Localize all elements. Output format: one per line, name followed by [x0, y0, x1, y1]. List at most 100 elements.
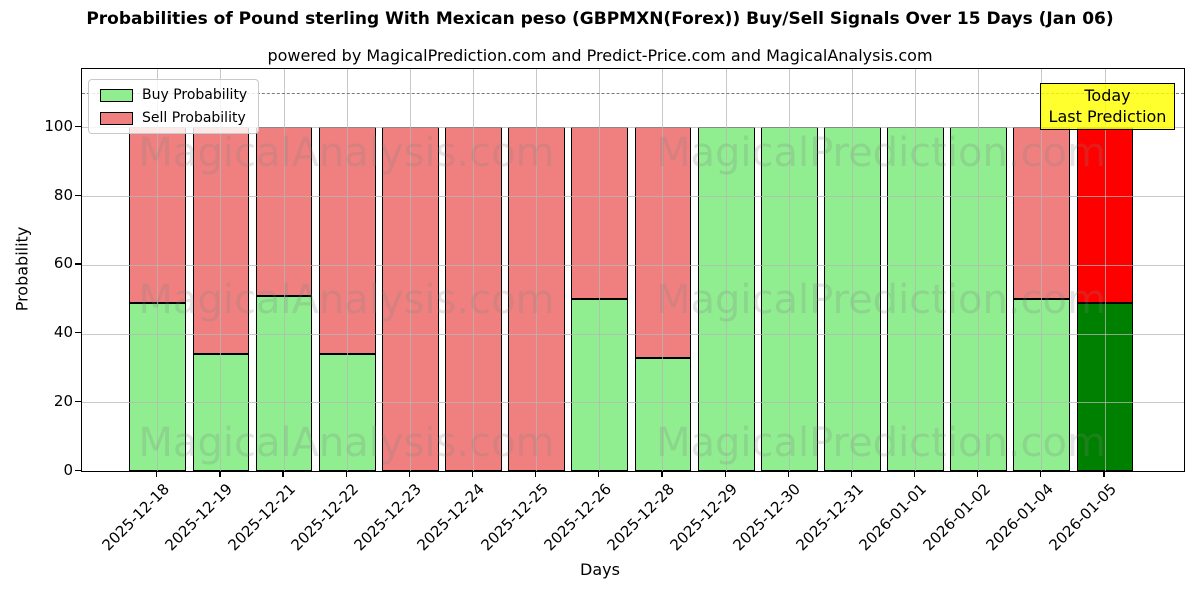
today-annotation: Today Last Prediction — [1040, 83, 1175, 130]
legend-label-buy: Buy Probability — [142, 87, 248, 103]
vertical-gridline — [725, 69, 727, 471]
bar-segment-sell — [571, 127, 629, 300]
vertical-gridline — [346, 69, 348, 471]
legend: Buy Probability Sell Probability — [88, 79, 260, 134]
x-tick-mark — [1103, 471, 1105, 477]
bar-segment-buy — [571, 299, 629, 471]
watermark-text: MagicalPrediction.com — [655, 419, 1106, 466]
x-tick-label-text: 2025-12-25 — [477, 480, 552, 555]
y-tick-mark — [75, 125, 81, 128]
bar-segment-sell — [381, 127, 439, 471]
y-tick-mark — [75, 332, 81, 334]
bar-segment-buy — [318, 354, 376, 471]
x-tick-label-text: 2025-12-26 — [540, 480, 615, 555]
bar-segment-buy — [634, 357, 692, 471]
x-tick-label-text: 2025-12-28 — [603, 480, 678, 555]
vertical-gridline — [915, 69, 917, 471]
x-tick-label-text: 2025-12-30 — [729, 480, 805, 555]
vertical-gridline — [599, 69, 601, 471]
vertical-gridline — [409, 69, 411, 471]
x-tick-label-text: 2025-12-23 — [350, 480, 426, 555]
bar-segment-buy — [129, 302, 187, 471]
watermark-text: MagicalPrediction.com — [655, 130, 1106, 177]
y-tick-label: 40 — [53, 323, 73, 342]
x-tick-mark — [850, 471, 853, 477]
y-tick-label: 0 — [63, 460, 73, 479]
horizontal-gridline — [82, 264, 1184, 266]
bar-segment-sell — [508, 127, 566, 471]
bar-segment-buy — [950, 127, 1008, 471]
bar-segment-buy — [887, 127, 944, 471]
today-annotation-line2: Last Prediction — [1048, 107, 1167, 126]
plot-area: MagicalAnalysis.com MagicalPrediction.com… — [81, 68, 1185, 472]
x-tick-mark — [724, 471, 726, 477]
watermark-text: MagicalAnalysis.com — [138, 419, 555, 466]
x-tick-mark — [156, 471, 158, 477]
bar-segment-buy — [824, 127, 881, 471]
x-tick-label-text: 2025-12-21 — [224, 480, 299, 555]
vertical-gridline — [662, 69, 664, 471]
y-tick-mark — [75, 263, 81, 265]
bar-segment-sell — [1076, 127, 1134, 303]
x-axis-title: Days — [580, 560, 620, 579]
x-tick-label-text: 2025-12-19 — [161, 480, 236, 555]
bar-segment-buy — [1013, 299, 1071, 471]
watermark-text: MagicalAnalysis.com — [138, 130, 555, 177]
chart-title: Probabilities of Pound sterling With Mex… — [86, 9, 1114, 29]
y-tick-label: 80 — [53, 185, 73, 204]
horizontal-gridline — [82, 402, 1184, 404]
x-tick-label-text: 2025-12-29 — [666, 480, 741, 555]
vertical-gridline — [978, 69, 980, 471]
legend-label-sell: Sell Probability — [142, 110, 246, 126]
x-tick-mark — [471, 471, 474, 477]
x-tick-mark — [345, 471, 347, 477]
bar-segment-sell — [255, 127, 313, 296]
x-tick-label-text: 2025-12-24 — [413, 480, 489, 555]
y-axis-title: Probability — [12, 226, 32, 312]
x-tick-mark — [914, 471, 916, 477]
x-tick-mark — [219, 471, 221, 477]
bar-segment-sell — [1013, 127, 1071, 300]
y-tick-label: 60 — [53, 254, 73, 273]
y-tick-mark — [75, 194, 81, 196]
bar-segment-buy — [255, 295, 313, 471]
bar-segment-buy — [192, 354, 250, 471]
x-tick-label-text: 2026-01-04 — [982, 480, 1057, 555]
watermark-text: MagicalPrediction.com — [655, 277, 1106, 324]
y-tick-label: 20 — [53, 391, 73, 410]
x-tick-mark — [787, 471, 789, 477]
x-tick-label-text: 2025-12-22 — [287, 480, 362, 555]
bar-segment-sell — [129, 127, 187, 303]
vertical-gridline — [788, 69, 790, 471]
bar-segment-sell — [192, 127, 250, 355]
x-tick-mark — [408, 471, 410, 477]
x-tick-mark — [1040, 471, 1042, 477]
x-tick-label-text: 2025-12-18 — [98, 480, 173, 555]
sell-color-swatch — [100, 111, 133, 125]
x-tick-mark — [282, 471, 284, 477]
bar-segment-sell — [634, 127, 692, 358]
x-tick-label-text: 2025-12-31 — [792, 480, 868, 555]
vertical-gridline — [851, 69, 853, 471]
x-tick-mark — [598, 471, 600, 477]
horizontal-gridline — [82, 196, 1184, 198]
y-tick-mark — [75, 469, 81, 471]
bar-segment-buy — [760, 127, 818, 471]
bar-segment-sell — [445, 127, 502, 471]
bar-segment-sell — [318, 127, 376, 355]
watermark-text: MagicalAnalysis.com — [138, 277, 555, 324]
y-tick-label: 100 — [44, 116, 73, 135]
buy-color-swatch — [100, 88, 133, 102]
vertical-gridline — [283, 69, 285, 471]
legend-item-buy: Buy Probability — [100, 87, 247, 103]
y-tick-mark — [75, 400, 81, 402]
x-tick-label-text: 2026-01-05 — [1045, 480, 1120, 555]
x-tick-mark — [535, 471, 537, 477]
bar-segment-buy — [697, 127, 755, 471]
chart-subtitle: powered by MagicalPrediction.com and Pre… — [267, 46, 933, 65]
vertical-gridline — [473, 69, 475, 471]
today-annotation-line1: Today — [1084, 86, 1131, 105]
x-tick-label-text: 2026-01-01 — [855, 480, 931, 555]
bar-segment-buy — [1076, 302, 1134, 471]
